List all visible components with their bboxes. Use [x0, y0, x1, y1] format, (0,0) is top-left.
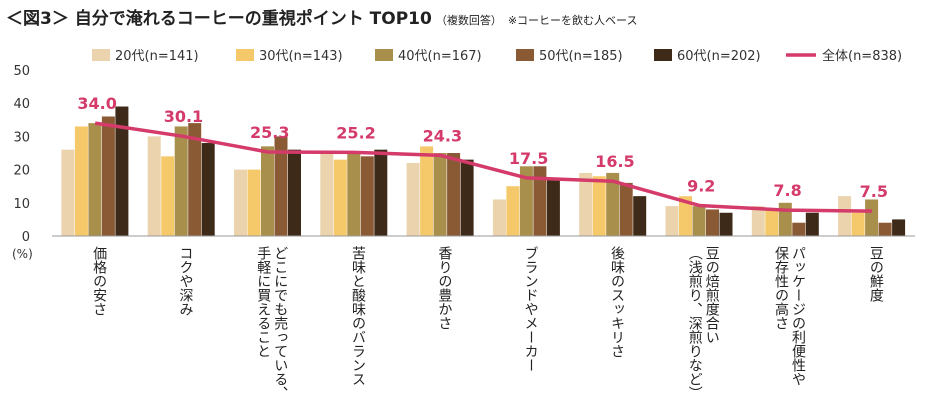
- total-data-label: 7.5: [860, 182, 888, 201]
- category-label: 価格の安さ: [91, 246, 107, 316]
- legend-swatch: [375, 49, 393, 61]
- bar: [765, 209, 779, 236]
- bar: [692, 206, 706, 236]
- bar: [805, 212, 819, 236]
- bar: [115, 106, 129, 237]
- bar: [519, 166, 533, 236]
- y-tick-label: 0: [22, 230, 30, 245]
- bar: [161, 156, 175, 236]
- legend-label: 50代(n=185): [539, 49, 623, 64]
- legend-swatch: [92, 49, 110, 61]
- bar: [234, 169, 247, 236]
- category-label: 保存性の高さ: [773, 246, 789, 330]
- bar: [74, 126, 88, 236]
- bar: [492, 199, 506, 236]
- bar: [420, 146, 434, 236]
- bar: [447, 153, 461, 236]
- bar: [679, 196, 692, 236]
- total-data-label: 16.5: [595, 152, 634, 171]
- category-label: 手軽に買えること: [255, 246, 271, 358]
- bar: [61, 149, 75, 236]
- y-tick-label: 50: [13, 64, 30, 79]
- legend-label: 60代(n=202): [677, 49, 761, 64]
- bar: [360, 156, 374, 236]
- total-data-label: 30.1: [164, 107, 203, 126]
- bar: [347, 153, 361, 236]
- bar: [606, 172, 620, 236]
- category-label: （浅煎り、深煎りなど）: [687, 246, 703, 400]
- title-multi-answer-note: （複数回答）: [435, 14, 502, 27]
- bar: [460, 159, 474, 236]
- total-line: [94, 121, 872, 213]
- bar: [792, 222, 806, 236]
- bar: [851, 212, 865, 236]
- category-label: 豆の焙煎度合い: [704, 246, 720, 344]
- y-tick-label: 10: [13, 197, 30, 212]
- bar: [261, 146, 274, 236]
- chart-title: ＜図3＞ 自分で淹れるコーヒーの重視ポイント TOP10 （複数回答） ※コーヒーを…: [6, 4, 638, 29]
- bar: [174, 126, 188, 236]
- bar: [892, 219, 906, 236]
- y-tick-label: 20: [13, 164, 30, 179]
- legend-label: 全体(n=838): [822, 48, 902, 64]
- category-label: ブランドやメーカー: [523, 246, 539, 372]
- bar: [579, 172, 593, 236]
- bar: [533, 166, 547, 236]
- bar: [592, 176, 606, 236]
- total-data-label: 25.2: [336, 123, 375, 142]
- category-label: パッケージの利便性や: [790, 246, 806, 386]
- legend-swatch: [236, 49, 254, 61]
- category-label: 後味のスッキリさ: [609, 246, 625, 358]
- total-data-label: 24.3: [423, 126, 462, 145]
- bar: [878, 222, 892, 236]
- title-main: ＜図3＞ 自分で淹れるコーヒーの重視ポイント TOP10: [6, 9, 432, 29]
- legend-label: 20代(n=141): [115, 49, 199, 64]
- y-tick-label: 30: [13, 130, 30, 145]
- bar: [665, 206, 679, 236]
- bar: [838, 196, 852, 236]
- bar: [406, 162, 420, 236]
- bar: [147, 136, 161, 236]
- total-data-label: 7.8: [773, 181, 801, 200]
- bar: [274, 136, 288, 236]
- bar: [333, 159, 347, 236]
- total-data-label: 9.2: [687, 176, 715, 195]
- legend-label: 40代(n=167): [398, 49, 482, 64]
- bar: [201, 143, 215, 236]
- legend-swatch: [654, 49, 672, 61]
- bar: [719, 212, 733, 236]
- bar: [101, 116, 115, 236]
- total-data-label: 17.5: [509, 149, 548, 168]
- bar: [188, 123, 202, 236]
- category-label: コクや深み: [177, 246, 193, 316]
- bar: [633, 196, 647, 236]
- y-unit-label: (%): [12, 247, 33, 261]
- bar: [433, 153, 447, 236]
- bar: [247, 169, 261, 236]
- bar: [778, 202, 792, 236]
- bar: [546, 179, 560, 236]
- category-label: どこにでも売っている、: [272, 246, 288, 400]
- bar: [288, 149, 301, 236]
- bar: [506, 186, 520, 236]
- category-label: 苦味と酸味のバランス: [350, 246, 366, 386]
- title-base-note: ※コーヒーを飲む人ベース: [507, 14, 638, 27]
- category-label: 香りの豊かさ: [436, 246, 452, 330]
- y-tick-label: 40: [13, 97, 30, 112]
- legend-label: 30代(n=143): [259, 49, 343, 64]
- total-data-label: 25.3: [250, 123, 289, 142]
- bar: [751, 206, 765, 236]
- bar: [374, 149, 388, 236]
- total-data-label: 34.0: [77, 94, 116, 113]
- bar: [865, 199, 879, 236]
- category-label: 豆の鮮度: [868, 246, 884, 302]
- bar: [706, 209, 719, 236]
- bar: [320, 153, 334, 236]
- bar: [88, 123, 102, 236]
- bar: [619, 182, 633, 236]
- legend-swatch: [516, 49, 534, 61]
